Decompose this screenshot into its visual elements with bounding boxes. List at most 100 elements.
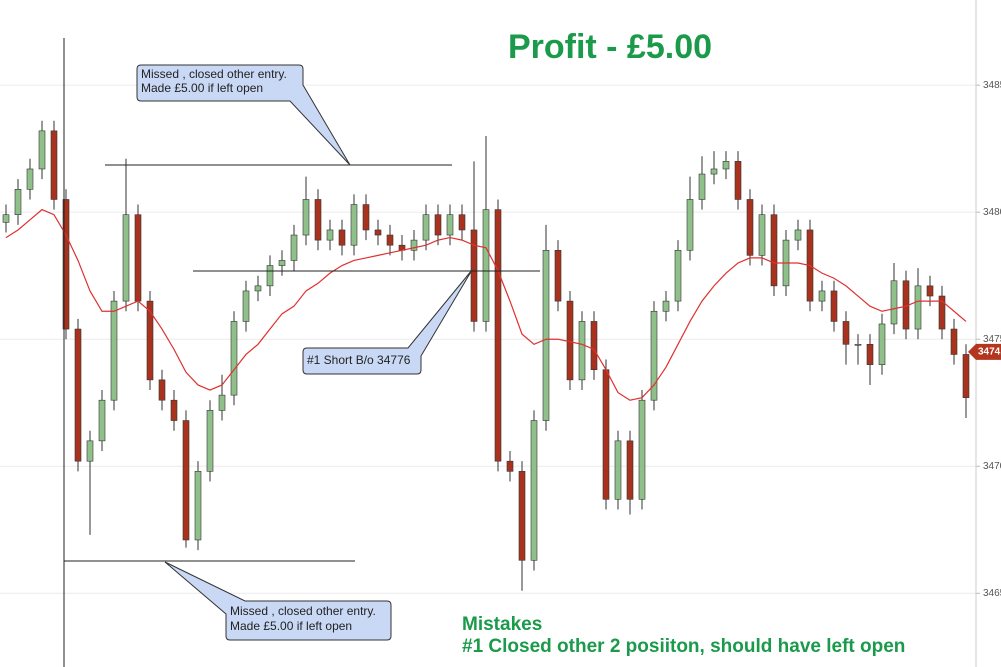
y-tick-label: 3480 bbox=[983, 207, 1001, 218]
candle-body bbox=[38, 130, 46, 170]
candle-body bbox=[566, 300, 574, 381]
candle-body bbox=[158, 379, 166, 401]
candle-body bbox=[554, 249, 562, 302]
candle-body bbox=[842, 321, 850, 345]
candle-body bbox=[938, 295, 946, 330]
candle-body bbox=[74, 328, 82, 462]
callout-text: Made £5.00 if left open bbox=[141, 81, 263, 95]
candle-body bbox=[206, 410, 214, 472]
candle-body bbox=[410, 239, 418, 251]
note: #1 Closed other 2 posiiton, should have … bbox=[462, 636, 905, 657]
candle-body bbox=[2, 214, 10, 223]
chart-title: Profit - £5.00 bbox=[508, 28, 712, 66]
candle-body bbox=[914, 285, 922, 330]
candle-body bbox=[794, 229, 802, 241]
candle-body bbox=[710, 168, 718, 175]
candle-body bbox=[614, 440, 622, 500]
candle-body bbox=[290, 234, 298, 261]
candle-body bbox=[458, 214, 466, 231]
candle-body bbox=[602, 369, 610, 500]
candle-body bbox=[482, 209, 490, 322]
candle-body bbox=[338, 229, 346, 246]
candle-body bbox=[626, 440, 634, 500]
candle-body bbox=[134, 214, 142, 302]
grid: 3465 3470 3475 3480 3485 bbox=[0, 80, 1001, 599]
candle-body bbox=[278, 260, 286, 266]
candle-body bbox=[266, 265, 274, 287]
y-tick-label: 3485 bbox=[983, 80, 1001, 91]
y-tick-label: 3475 bbox=[983, 334, 1001, 345]
callout bbox=[302, 269, 473, 375]
note: Mistakes bbox=[462, 614, 542, 635]
candle-body bbox=[422, 214, 430, 241]
candle-body bbox=[170, 399, 178, 421]
candle-body bbox=[194, 471, 202, 541]
callout-text: Made £5.00 if left open bbox=[230, 619, 352, 633]
candle-body bbox=[326, 229, 334, 241]
candle-body bbox=[578, 321, 586, 381]
candle-body bbox=[62, 199, 70, 330]
candle-body bbox=[890, 280, 898, 325]
candle-body bbox=[494, 209, 502, 462]
candle-body bbox=[506, 460, 514, 472]
candle-body bbox=[386, 234, 394, 246]
callout bbox=[164, 561, 392, 641]
callout-text: Missed , closed other entry. bbox=[230, 604, 376, 618]
candle-body bbox=[470, 229, 478, 322]
candle-body bbox=[86, 440, 94, 462]
candle-body bbox=[674, 249, 682, 302]
candle-body bbox=[662, 300, 670, 312]
candle-body bbox=[746, 199, 754, 256]
candle-body bbox=[722, 161, 730, 170]
candle-body bbox=[110, 300, 118, 401]
candle-body bbox=[26, 168, 34, 190]
candle-body bbox=[254, 285, 262, 292]
candle-body bbox=[866, 343, 874, 365]
candle-body bbox=[530, 420, 538, 561]
candle-body bbox=[758, 214, 766, 256]
candle-body bbox=[374, 229, 382, 236]
candle-body bbox=[446, 214, 454, 236]
candle-body bbox=[854, 343, 862, 346]
last-price-label: 3474.5 bbox=[978, 347, 1001, 358]
candle-body bbox=[50, 130, 58, 200]
candle-body bbox=[734, 161, 742, 200]
candles bbox=[2, 120, 970, 591]
candle-body bbox=[122, 214, 130, 302]
callout bbox=[136, 64, 351, 166]
candle-body bbox=[242, 290, 250, 322]
candle-body bbox=[434, 214, 442, 236]
candle-body bbox=[314, 199, 322, 241]
candle-body bbox=[230, 321, 238, 396]
callout-text: Missed , closed other entry. bbox=[141, 67, 287, 81]
candle-body bbox=[182, 420, 190, 541]
candle-body bbox=[362, 204, 370, 231]
candle-body bbox=[350, 204, 358, 246]
candle-body bbox=[590, 321, 598, 371]
candle-body bbox=[830, 290, 838, 322]
candle-body bbox=[518, 471, 526, 561]
candle-body bbox=[698, 173, 706, 200]
candle-body bbox=[686, 199, 694, 251]
candle-body bbox=[926, 285, 934, 297]
candle-body bbox=[302, 199, 310, 236]
candle-body bbox=[770, 214, 778, 287]
candle-body bbox=[650, 310, 658, 401]
y-tick-label: 3465 bbox=[983, 588, 1001, 599]
candle-body bbox=[14, 189, 22, 216]
price-tag: 3474.5 bbox=[968, 343, 1001, 360]
candle-body bbox=[962, 354, 970, 398]
candle-body bbox=[818, 290, 826, 302]
candle-body bbox=[218, 394, 226, 411]
candle-body bbox=[146, 300, 154, 381]
last-price-tag bbox=[968, 343, 1001, 360]
candle-body bbox=[878, 323, 886, 365]
candle-body bbox=[950, 328, 958, 355]
moving-average bbox=[5, 208, 967, 401]
candle-body bbox=[638, 399, 646, 500]
callout-text: #1 Short B/o 34776 bbox=[307, 353, 411, 367]
candle-body bbox=[98, 399, 106, 442]
candle-body bbox=[542, 249, 550, 421]
y-tick-label: 3470 bbox=[983, 461, 1001, 472]
